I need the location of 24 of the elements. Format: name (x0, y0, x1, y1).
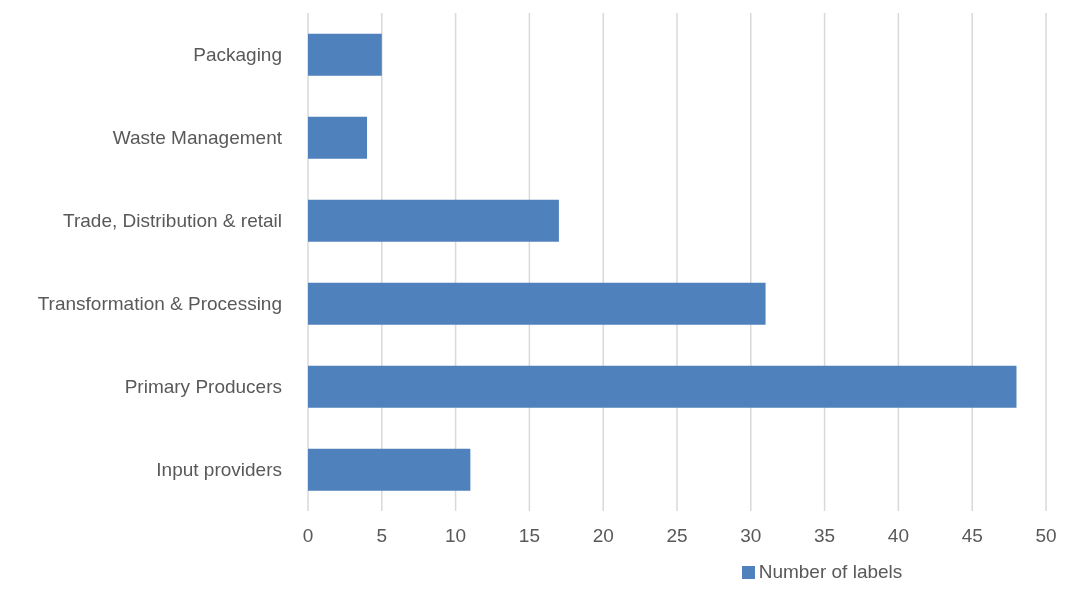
x-tick-label: 0 (302, 525, 314, 547)
x-tick-label: 35 (814, 525, 836, 547)
bar (308, 448, 471, 491)
y-tick-label: Trade, Distribution & retail (63, 210, 282, 232)
bar (308, 282, 766, 325)
legend-label: Number of labels (758, 561, 903, 582)
x-tick-label: 20 (592, 525, 614, 547)
bar (308, 199, 559, 242)
x-tick-label: 50 (1035, 525, 1057, 547)
y-tick-label: Transformation & Processing (37, 293, 282, 315)
x-tick-label: 10 (445, 525, 467, 547)
y-tick-label: Packaging (193, 44, 282, 66)
y-tick-label: Waste Management (112, 127, 283, 149)
x-tick-label: 45 (961, 525, 983, 547)
bar (308, 365, 1017, 408)
bar (308, 33, 382, 76)
x-tick-label: 40 (887, 525, 909, 547)
x-tick-label: 25 (666, 525, 688, 547)
bar (308, 116, 368, 159)
y-tick-label: Primary Producers (124, 376, 282, 398)
x-tick-label: 5 (376, 525, 388, 547)
x-tick-label: 30 (740, 525, 762, 547)
y-tick-label: Input providers (156, 459, 282, 481)
x-tick-label: 15 (518, 525, 540, 547)
